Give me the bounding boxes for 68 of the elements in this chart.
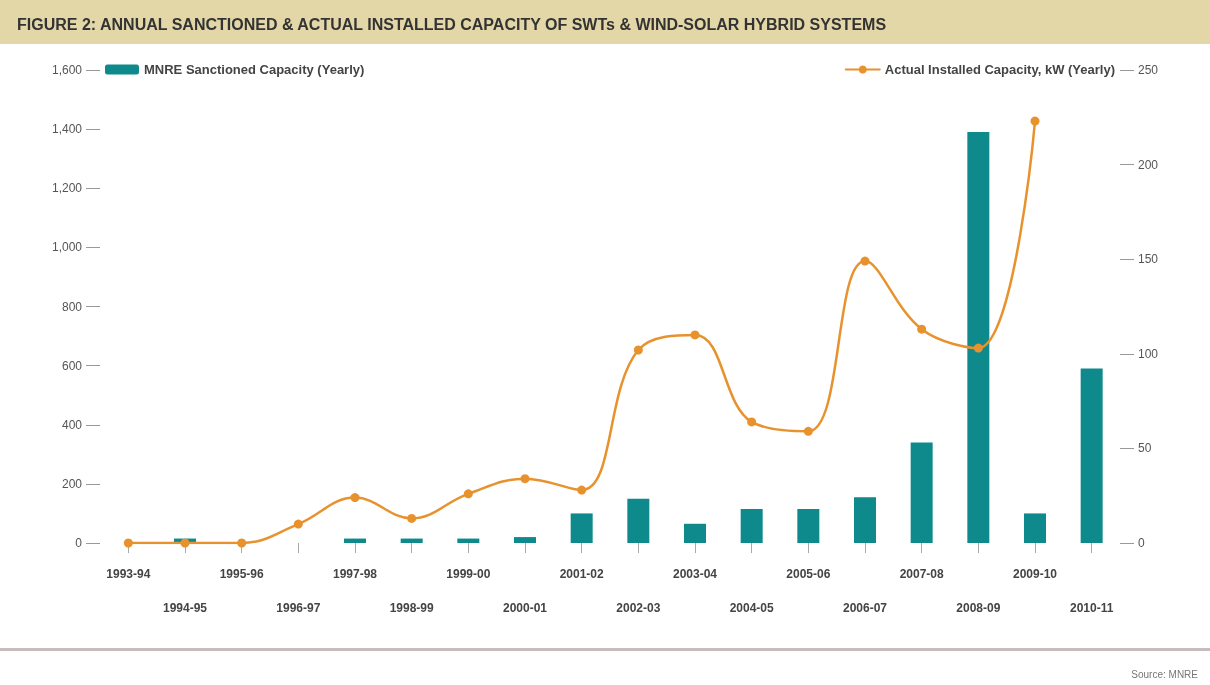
y2-tick-label: 150: [1138, 252, 1159, 267]
x-tick-label: 2007-08: [899, 566, 945, 581]
x-tick-label: 2006-07: [842, 600, 888, 615]
point: [860, 256, 870, 266]
chart-title: FIGURE 2: ANNUAL SANCTIONED & ACTUAL INSTALLED CAPACITY OF SWTs & WIND-SOLAR HYBRID SYSTEMS: [17, 15, 887, 33]
point: [747, 417, 757, 427]
point: [350, 493, 360, 503]
x-tick-label: 1994-95: [162, 600, 208, 615]
legend-label: Actual Installed Capacity, kW (Yearly): [884, 62, 1116, 77]
y2-tick-label: 50: [1138, 441, 1152, 456]
bar: [797, 509, 820, 543]
point: [1030, 116, 1040, 126]
y2-tick-label: 200: [1138, 157, 1159, 172]
point: [123, 538, 133, 548]
x-tick-label: 2001-02: [559, 566, 605, 581]
x-tick-label: 2002-03: [616, 600, 661, 615]
bar: [684, 523, 706, 543]
y-tick-label: 1,400: [51, 122, 83, 137]
y2-tick-label: 250: [1138, 63, 1159, 77]
x-tick-label: 2003-04: [672, 566, 718, 581]
x-tick-label: 2005-06: [786, 566, 831, 581]
y-tick-label: 1,000: [51, 240, 83, 255]
point: [180, 538, 190, 548]
point: [803, 426, 813, 436]
bar: [967, 132, 990, 543]
y-tick-label: 800: [61, 299, 83, 314]
x-tick-label: 1998-99: [389, 600, 435, 615]
bar: [344, 538, 366, 543]
bar: [627, 498, 650, 543]
bar: [854, 497, 876, 543]
y-tick-label: 400: [61, 417, 83, 432]
point: [463, 489, 473, 499]
bar: [1080, 368, 1103, 543]
y2-tick-label: 0: [1138, 536, 1145, 550]
point: [237, 538, 247, 548]
y-tick-label: 600: [61, 358, 83, 373]
y2-tick-label: 100: [1138, 346, 1159, 361]
point: [293, 519, 303, 529]
point: [520, 474, 530, 484]
point: [973, 343, 983, 353]
x-tick-label: 1995-96: [219, 566, 265, 581]
x-tick-label: 1997-98: [332, 566, 378, 581]
bar: [910, 442, 933, 543]
y-tick-label: 0: [75, 536, 83, 550]
point: [690, 330, 700, 340]
bar: [400, 538, 423, 543]
point: [577, 485, 587, 495]
y-tick-label: 1,600: [51, 63, 83, 77]
bar: [1024, 513, 1046, 543]
x-tick-label: 2010-11: [1069, 600, 1114, 615]
point: [407, 513, 417, 523]
x-tick-label: 1999-00: [446, 566, 491, 581]
y-tick-label: 1,200: [51, 181, 83, 196]
source-note: Source: MNRE: [1131, 668, 1199, 680]
x-tick-label: 2009-10: [1012, 566, 1058, 581]
legend-label: MNRE Sanctioned Capacity (Yearly): [144, 62, 365, 77]
point: [633, 345, 643, 355]
x-tick-label: 2000-01: [502, 600, 548, 615]
bar: [740, 509, 763, 543]
y-tick-label: 200: [61, 476, 83, 491]
x-tick-label: 2008-09: [956, 600, 1001, 615]
x-tick-label: 2004-05: [729, 600, 775, 615]
bar: [514, 537, 536, 543]
bar: [457, 538, 480, 543]
bar: [570, 513, 593, 543]
x-tick-label: 1996-97: [276, 600, 321, 615]
point: [917, 324, 927, 334]
x-tick-label: 1993-94: [106, 566, 151, 581]
